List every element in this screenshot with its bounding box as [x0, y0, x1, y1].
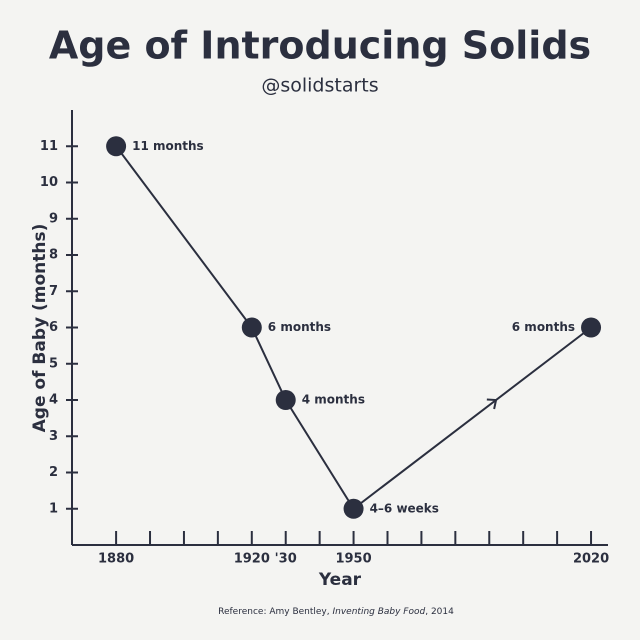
y-axis-label: Age of Baby (months) [30, 224, 50, 433]
y-tick-label: 6 [49, 320, 58, 335]
reference-title: Inventing Baby Food [332, 607, 425, 617]
y-tick-label: 3 [49, 429, 58, 444]
y-tick-label: 7 [49, 284, 58, 299]
x-tick-label: 1920 [234, 552, 270, 567]
y-tick-label: 9 [49, 211, 58, 226]
x-axis-label: Year [318, 570, 362, 590]
point [343, 498, 364, 519]
value-label: 11 months [132, 139, 204, 153]
y-tick-label: 5 [49, 356, 58, 371]
value-label: 4 months [302, 393, 365, 407]
y-tick-label: 1 [49, 501, 58, 516]
y-tick-label: 11 [40, 139, 58, 154]
value-label: 6 months [512, 320, 575, 334]
value-label: 6 months [268, 320, 331, 334]
x-tick-label: '30 [275, 552, 297, 567]
x-tick-label: 2020 [573, 552, 609, 567]
x-tick-label: 1950 [335, 552, 371, 567]
point [581, 317, 602, 338]
chart-title: Age of Introducing Solids [49, 24, 591, 68]
point [275, 390, 296, 410]
y-tick-label: 2 [49, 465, 58, 480]
y-tick-label: 4 [49, 393, 58, 408]
direction-arrow [486, 398, 498, 410]
point [241, 317, 262, 338]
y-tick-label: 8 [49, 248, 58, 263]
value-label: 4–6 weeks [370, 501, 439, 515]
reference-prefix: Reference: Amy Bentley, [218, 607, 332, 617]
chart-subtitle: @solidstarts [261, 75, 378, 97]
point [106, 136, 127, 157]
y-tick-label: 10 [40, 175, 58, 190]
x-tick-label: 1880 [98, 552, 134, 567]
reference-suffix: , 2014 [425, 607, 454, 617]
reference: Reference: Amy Bentley, Inventing Baby F… [218, 607, 454, 617]
